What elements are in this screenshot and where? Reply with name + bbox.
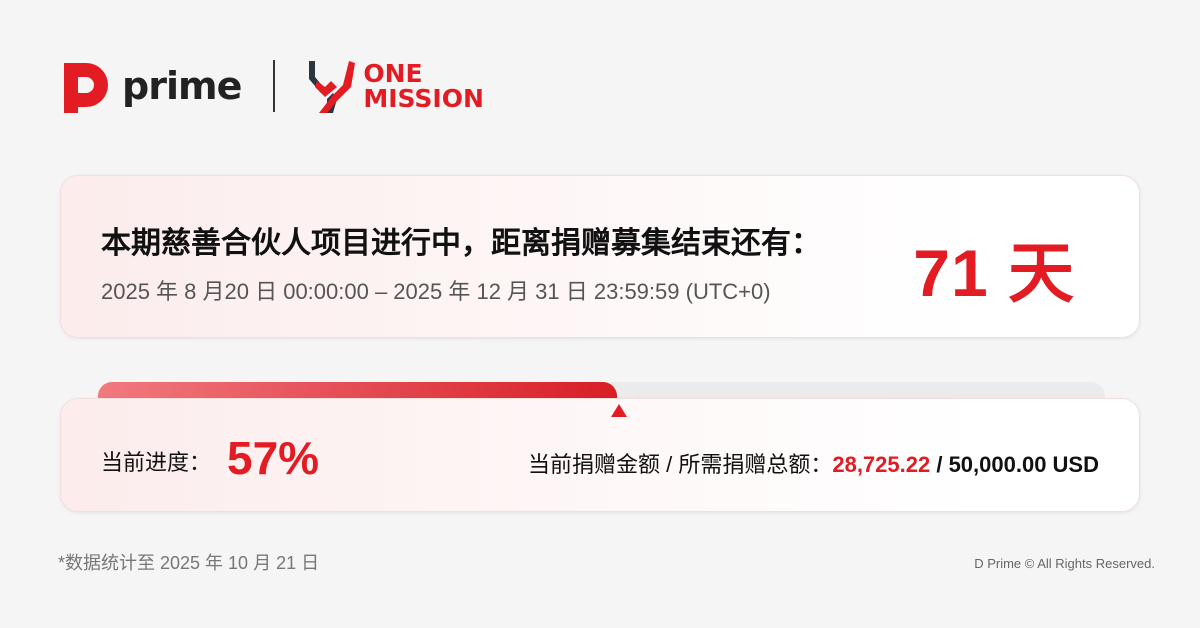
progress-percent: 57% xyxy=(227,432,320,484)
one-mission-line1: ONE xyxy=(363,59,423,88)
logo-bar: prime ONE MISSION xyxy=(60,58,484,114)
copyright: D Prime © All Rights Reserved. xyxy=(974,556,1155,571)
progress-label: 当前进度： xyxy=(101,450,212,475)
target-amount: 50,000.00 USD xyxy=(948,452,1099,477)
current-amount: 28,725.22 xyxy=(832,452,931,477)
one-mission-logo: ONE MISSION xyxy=(307,59,484,113)
countdown-card: 本期慈善合伙人项目进行中，距离捐赠募集结束还有： 2025 年 8 月20 日 … xyxy=(60,175,1140,338)
progress-marker-icon xyxy=(611,404,627,417)
data-date-note: *数据统计至 2025 年 10 月 21 日 xyxy=(58,553,320,573)
amount-label: 当前捐赠金额 / 所需捐赠总额： xyxy=(528,452,833,477)
amount-separator: / xyxy=(930,452,949,477)
campaign-period: 2025 年 8 月20 日 00:00:00 – 2025 年 12 月 31… xyxy=(101,279,771,304)
hand-heart-icon xyxy=(309,61,356,113)
progress-card: 当前进度： 57% 当前捐赠金额 / 所需捐赠总额：28,725.22 / 50… xyxy=(60,398,1140,512)
one-mission-line2: MISSION xyxy=(363,84,484,113)
days-remaining: 71 天 xyxy=(913,236,1075,310)
prime-wordmark: prime xyxy=(122,64,242,108)
campaign-title: 本期慈善合伙人项目进行中，距离捐赠募集结束还有： xyxy=(101,227,821,260)
d-prime-logo-icon xyxy=(64,63,108,113)
logo-divider xyxy=(273,60,276,112)
donation-amount: 当前捐赠金额 / 所需捐赠总额：28,725.22 / 50,000.00 US… xyxy=(528,447,1099,479)
